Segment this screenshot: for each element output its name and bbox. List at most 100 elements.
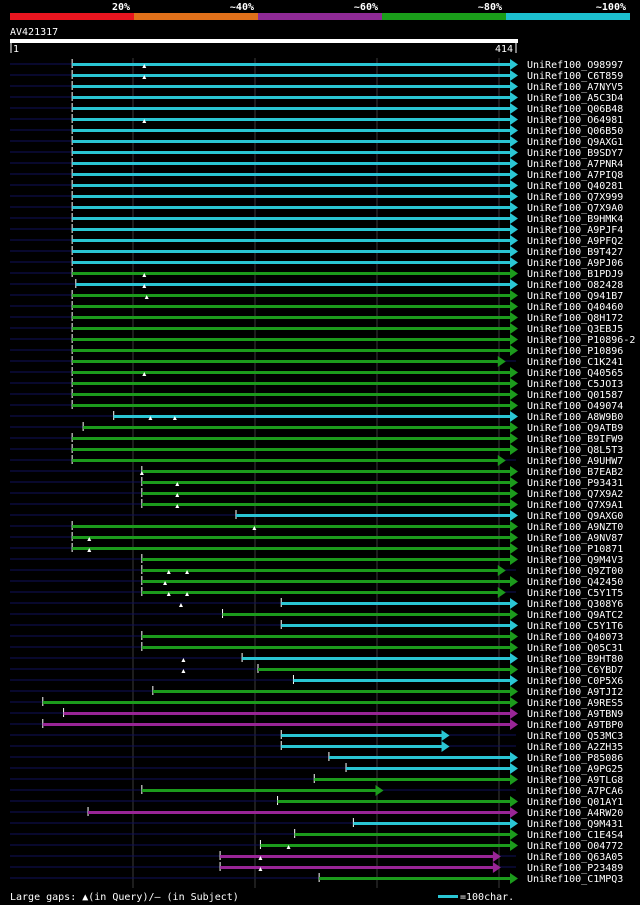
hit-row[interactable]: UniRef100_B7EAB2 bbox=[10, 466, 623, 478]
hit-label[interactable]: UniRef100_O82428 bbox=[527, 280, 623, 291]
hit-label[interactable]: UniRef100_P93431 bbox=[527, 478, 623, 489]
hit-label[interactable]: UniRef100_Q9M431 bbox=[527, 819, 623, 830]
hit-label[interactable]: UniRef100_Q40073 bbox=[527, 632, 623, 643]
hit-label[interactable]: UniRef100_A9NZT0 bbox=[527, 522, 623, 533]
hit-label[interactable]: UniRef100_O98997 bbox=[527, 60, 623, 71]
hit-label[interactable]: UniRef100_C5Y1T5 bbox=[527, 588, 623, 599]
hit-row[interactable]: UniRef100_C1K241 bbox=[10, 356, 623, 368]
hit-label[interactable]: UniRef100_C1MPQ3 bbox=[527, 874, 623, 885]
hit-label[interactable]: UniRef100_B9IFW9 bbox=[527, 434, 623, 445]
hit-label[interactable]: UniRef100_C0P5X6 bbox=[527, 676, 623, 687]
hit-label[interactable]: UniRef100_B9HT80 bbox=[527, 654, 623, 665]
hit-row[interactable]: UniRef100_A9NV87 bbox=[10, 532, 623, 544]
hit-label[interactable]: UniRef100_A9TBN9 bbox=[527, 709, 623, 720]
hit-label[interactable]: UniRef100_Q7X9A2 bbox=[527, 489, 623, 500]
hit-label[interactable]: UniRef100_Q40565 bbox=[527, 368, 623, 379]
hit-row[interactable]: UniRef100_A7PNR4 bbox=[10, 158, 623, 170]
hit-row[interactable]: UniRef100_A9PJ06 bbox=[10, 257, 623, 269]
hit-label[interactable]: UniRef100_A9RES5 bbox=[527, 698, 623, 709]
hit-row[interactable]: UniRef100_A7PCA6 bbox=[10, 785, 623, 797]
hit-row[interactable]: UniRef100_Q40281 bbox=[10, 180, 623, 192]
hit-row[interactable]: UniRef100_C6T859 bbox=[10, 70, 623, 82]
hit-label[interactable]: UniRef100_Q8L5T3 bbox=[527, 445, 623, 456]
hit-row[interactable]: UniRef100_Q941B7 bbox=[10, 290, 623, 302]
hit-row[interactable]: UniRef100_P10896-2 bbox=[10, 334, 635, 346]
hit-label[interactable]: UniRef100_B1PDJ9 bbox=[527, 269, 623, 280]
hit-row[interactable]: UniRef100_C5Y1T5 bbox=[10, 587, 623, 599]
hit-label[interactable]: UniRef100_Q9AXG0 bbox=[527, 511, 623, 522]
hit-label[interactable]: UniRef100_Q7X9A1 bbox=[527, 500, 623, 511]
hit-row[interactable]: UniRef100_O49074 bbox=[10, 400, 623, 412]
hit-row[interactable]: UniRef100_Q01AY1 bbox=[10, 796, 623, 808]
hit-label[interactable]: UniRef100_B9T427 bbox=[527, 247, 623, 258]
hit-label[interactable]: UniRef100_C1K241 bbox=[527, 357, 623, 368]
hit-row[interactable]: UniRef100_A9PJF4 bbox=[10, 224, 623, 236]
hit-label[interactable]: UniRef100_O04772 bbox=[527, 841, 623, 852]
hit-row[interactable]: UniRef100_A4RW20 bbox=[10, 807, 623, 819]
hit-label[interactable]: UniRef100_P10896 bbox=[527, 346, 623, 357]
hit-row[interactable]: UniRef100_Q7X9A1 bbox=[10, 499, 623, 511]
hit-row[interactable]: UniRef100_Q9M431 bbox=[10, 818, 623, 830]
hit-row[interactable]: UniRef100_Q8L5T3 bbox=[10, 444, 623, 456]
hit-row[interactable]: UniRef100_Q8H172 bbox=[10, 312, 623, 324]
hit-row[interactable]: UniRef100_O04772 bbox=[10, 840, 623, 852]
hit-row[interactable]: UniRef100_A2ZH35 bbox=[10, 741, 623, 753]
hit-row[interactable]: UniRef100_A9TJI2 bbox=[10, 686, 623, 698]
hit-row[interactable]: UniRef100_Q06B50 bbox=[10, 125, 623, 137]
hit-label[interactable]: UniRef100_A9PJF4 bbox=[527, 225, 623, 236]
hit-row[interactable]: UniRef100_Q9ZT00 bbox=[10, 565, 623, 577]
hit-row[interactable]: UniRef100_Q42450 bbox=[10, 576, 623, 588]
hit-row[interactable]: UniRef100_P10871 bbox=[10, 543, 623, 555]
hit-row[interactable]: UniRef100_P93431 bbox=[10, 477, 623, 489]
hit-row[interactable]: UniRef100_O98997 bbox=[10, 59, 623, 71]
hit-row[interactable]: UniRef100_Q9AXG0 bbox=[10, 510, 623, 522]
hit-row[interactable]: UniRef100_A9PG25 bbox=[10, 763, 623, 775]
hit-label[interactable]: UniRef100_Q63A05 bbox=[527, 852, 623, 863]
hit-label[interactable]: UniRef100_A5C3D4 bbox=[527, 93, 623, 104]
hit-row[interactable]: UniRef100_B9HT80 bbox=[10, 653, 623, 665]
hit-row[interactable]: UniRef100_Q7X999 bbox=[10, 191, 623, 203]
hit-label[interactable]: UniRef100_A9PJ06 bbox=[527, 258, 623, 269]
hit-row[interactable]: UniRef100_Q9ATB9 bbox=[10, 422, 623, 434]
hit-label[interactable]: UniRef100_Q308Y6 bbox=[527, 599, 623, 610]
hit-row[interactable]: UniRef100_Q9AXG1 bbox=[10, 136, 623, 148]
hit-label[interactable]: UniRef100_Q42450 bbox=[527, 577, 623, 588]
hit-row[interactable]: UniRef100_B1PDJ9 bbox=[10, 268, 623, 280]
hit-label[interactable]: UniRef100_Q9ATB9 bbox=[527, 423, 623, 434]
hit-row[interactable]: UniRef100_B9T427 bbox=[10, 246, 623, 258]
hit-row[interactable]: UniRef100_C0P5X6 bbox=[10, 675, 623, 687]
hit-label[interactable]: UniRef100_Q9ZT00 bbox=[527, 566, 623, 577]
hit-label[interactable]: UniRef100_C5Y1T6 bbox=[527, 621, 623, 632]
hit-row[interactable]: UniRef100_B9IFW9 bbox=[10, 433, 623, 445]
hit-row[interactable]: UniRef100_O64981 bbox=[10, 114, 623, 126]
hit-row[interactable]: UniRef100_C1E4S4 bbox=[10, 829, 623, 841]
hit-label[interactable]: UniRef100_C5JOI3 bbox=[527, 379, 623, 390]
hit-row[interactable]: UniRef100_Q3EBJ5 bbox=[10, 323, 623, 335]
hit-row[interactable]: UniRef100_A9NZT0 bbox=[10, 521, 623, 533]
hit-row[interactable]: UniRef100_A7PIQ8 bbox=[10, 169, 623, 181]
hit-label[interactable]: UniRef100_Q7X9A0 bbox=[527, 203, 623, 214]
hit-row[interactable]: UniRef100_Q7X9A2 bbox=[10, 488, 623, 500]
hit-label[interactable]: UniRef100_Q01AY1 bbox=[527, 797, 623, 808]
hit-label[interactable]: UniRef100_Q06B48 bbox=[527, 104, 623, 115]
hit-label[interactable]: UniRef100_P10871 bbox=[527, 544, 623, 555]
hit-label[interactable]: UniRef100_Q9AXG1 bbox=[527, 137, 623, 148]
hit-label[interactable]: UniRef100_A9TJI2 bbox=[527, 687, 623, 698]
hit-label[interactable]: UniRef100_C6T859 bbox=[527, 71, 623, 82]
hit-row[interactable]: UniRef100_Q05C31 bbox=[10, 642, 623, 654]
hit-row[interactable]: UniRef100_Q9M4V3 bbox=[10, 554, 623, 566]
hit-label[interactable]: UniRef100_B9HMK4 bbox=[527, 214, 623, 225]
hit-row[interactable]: UniRef100_C1MPQ3 bbox=[10, 873, 623, 885]
hit-row[interactable]: UniRef100_C5JOI3 bbox=[10, 378, 623, 390]
hit-label[interactable]: UniRef100_B9SDY7 bbox=[527, 148, 623, 159]
hit-row[interactable]: UniRef100_A9UHW7 bbox=[10, 455, 623, 467]
hit-label[interactable]: UniRef100_Q3EBJ5 bbox=[527, 324, 623, 335]
hit-row[interactable]: UniRef100_Q9ATC2 bbox=[10, 609, 623, 621]
hit-label[interactable]: UniRef100_Q7X999 bbox=[527, 192, 623, 203]
hit-label[interactable]: UniRef100_A4RW20 bbox=[527, 808, 623, 819]
hit-label[interactable]: UniRef100_A7PNR4 bbox=[527, 159, 623, 170]
hit-row[interactable]: UniRef100_P85086 bbox=[10, 752, 623, 764]
hit-label[interactable]: UniRef100_P23489 bbox=[527, 863, 623, 874]
hit-label[interactable]: UniRef100_Q53MC3 bbox=[527, 731, 623, 742]
hit-row[interactable]: UniRef100_Q40073 bbox=[10, 631, 623, 643]
